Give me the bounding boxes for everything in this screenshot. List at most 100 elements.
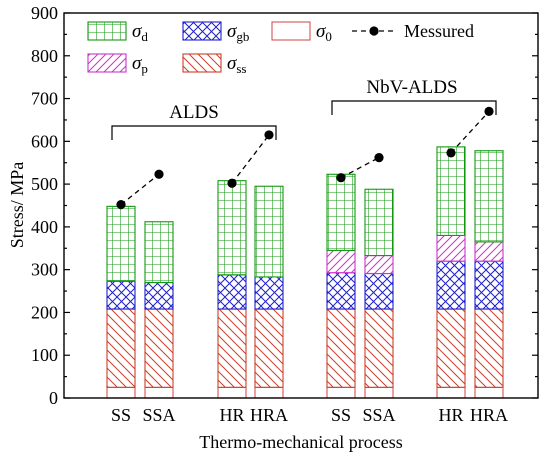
x-tick-label: SS (111, 405, 131, 425)
legend-item-measured: Messured (352, 21, 474, 41)
bar-segment-gb (436, 260, 466, 310)
plot-area: ALDS NbV-ALDS (106, 77, 504, 399)
bar-segment-gb (326, 272, 356, 310)
x-tick-label: HRA (250, 405, 288, 425)
measured-point (446, 148, 456, 158)
axes: 0 100 200 300 400 500 600 700 800 900 SS SSA HR HRA SS… (7, 3, 539, 452)
y-tick-label: 200 (31, 302, 58, 322)
bar-segment-d (254, 185, 284, 278)
bar-segment-ss (106, 308, 136, 388)
bar-segment-d (144, 221, 174, 284)
bar-stack-6 (364, 188, 394, 399)
bracket-line (331, 100, 497, 115)
measured-point (336, 173, 346, 183)
x-tick-label: SS (331, 405, 351, 425)
measured-point (227, 178, 237, 188)
bar-segment-0 (144, 386, 174, 399)
y-tick-label: 500 (31, 174, 58, 194)
y-tick-label: 100 (31, 345, 58, 365)
y-axis-title: Stress/ MPa (7, 162, 27, 249)
bar-segment-d (474, 150, 504, 243)
bar-segment-0 (436, 386, 466, 399)
measured-line-segment (120, 173, 160, 206)
bar-segment-ss (254, 308, 284, 388)
bar-stack-1 (106, 205, 136, 399)
measured-point (116, 200, 126, 210)
y-tick-label: 700 (31, 89, 58, 109)
bar-segment-0 (364, 386, 394, 399)
bar-segment-d (364, 188, 394, 257)
bar-stack-5 (326, 173, 356, 399)
bar-segment-ss (217, 308, 247, 388)
legend-swatch (182, 53, 222, 73)
bracket-line (111, 125, 277, 140)
legend-swatch (87, 53, 127, 73)
y-tick-label: 600 (31, 131, 58, 151)
legend-label: σ0 (316, 21, 332, 44)
legend: σd σgb σ0 Messured σp σss (87, 21, 474, 76)
group-bracket-2: NbV-ALDS (331, 77, 497, 115)
bar-segment-0 (254, 386, 284, 399)
bar-stack-3 (217, 180, 247, 399)
bar-segment-d (436, 146, 466, 236)
measured-line-segment (340, 157, 380, 179)
bar-segment-ss (326, 308, 356, 388)
legend-item-ss: σss (182, 53, 247, 76)
measured-point (374, 152, 384, 163)
bar-stack-8 (474, 150, 504, 399)
bar-segment-gb (474, 260, 504, 310)
legend-label: σss (227, 53, 247, 76)
legend-item-d: σd (87, 21, 148, 44)
legend-swatch (87, 21, 127, 41)
x-tick-label: SSA (142, 405, 175, 425)
bar-segment-gb (364, 272, 394, 310)
y-tick-label: 0 (49, 388, 58, 408)
legend-label: σd (132, 21, 148, 44)
bar-segment-0 (217, 386, 247, 399)
bar-segment-p (474, 241, 504, 262)
x-axis-title: Thermo-mechanical process (199, 432, 402, 452)
group-label: NbV-ALDS (366, 77, 457, 98)
bar-segment-gb (144, 281, 174, 310)
legend-label: σgb (227, 21, 249, 44)
measured-line-segment (231, 134, 270, 184)
legend-item-gb: σgb (182, 21, 249, 44)
x-tick-label: SSA (362, 405, 395, 425)
y-tick-label: 400 (31, 217, 58, 237)
measured-series (116, 106, 494, 210)
bar-segment-0 (474, 386, 504, 399)
bar-segment-p (326, 249, 356, 274)
legend-point-sample (369, 26, 379, 36)
bar-segment-ss (364, 308, 394, 388)
bar-segment-gb (254, 276, 284, 310)
x-tick-label: HRA (470, 405, 508, 425)
legend-label: σp (132, 53, 148, 76)
bar-segment-0 (106, 386, 136, 399)
bar-segment-d (106, 205, 136, 282)
x-tick-label: HR (219, 405, 244, 425)
bar-segment-p (436, 234, 466, 262)
bar-segment-p (364, 255, 394, 275)
y-tick-label: 300 (31, 260, 58, 280)
bar-segment-d (326, 173, 356, 251)
legend-label: Messured (404, 21, 474, 41)
measured-point (154, 169, 164, 179)
legend-swatch (271, 21, 311, 41)
legend-item-p: σp (87, 53, 148, 76)
bar-stack-7 (436, 146, 466, 399)
x-tick-label: HR (438, 405, 463, 425)
bar-segment-d (217, 180, 247, 276)
measured-line-segment (450, 110, 490, 154)
measured-point (484, 106, 494, 116)
group-bracket-1: ALDS (111, 102, 277, 140)
y-tick-label: 900 (31, 3, 58, 23)
group-label: ALDS (169, 102, 219, 123)
bar-segment-gb (217, 274, 247, 310)
legend-item-0: σ0 (271, 21, 332, 44)
bar-segment-ss (474, 308, 504, 388)
bar-segment-ss (436, 308, 466, 388)
bar-stack-2 (144, 221, 174, 399)
legend-swatch (182, 21, 222, 41)
